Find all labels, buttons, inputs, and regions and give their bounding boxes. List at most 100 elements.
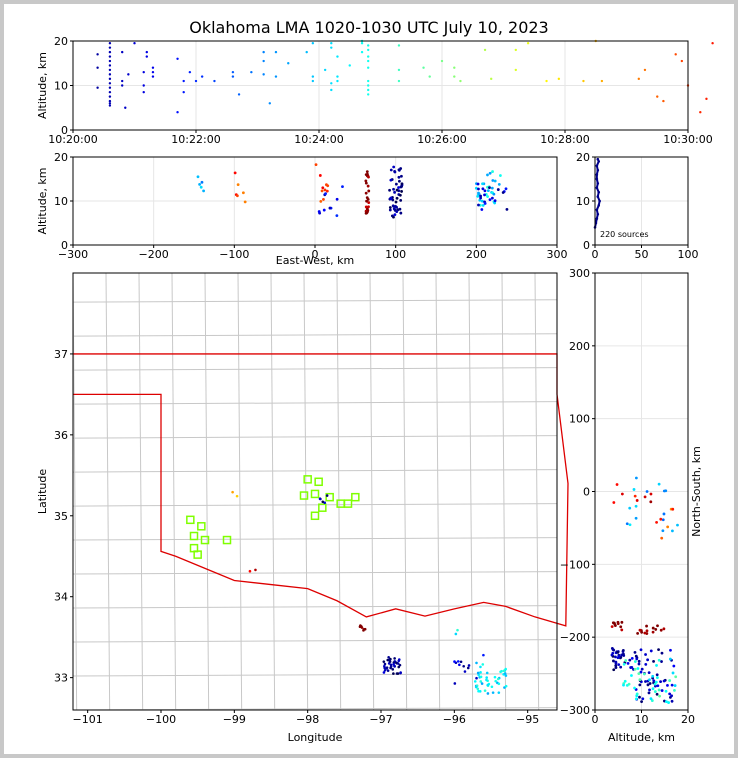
alt-ns-point xyxy=(612,501,616,504)
histogram-point xyxy=(596,168,600,172)
map-source-point xyxy=(453,660,456,663)
time-height-point xyxy=(142,90,145,94)
time-height-point xyxy=(367,88,370,92)
time-height-xtick-label: 10:30:00 xyxy=(663,133,712,146)
lma-station-marker xyxy=(325,492,334,502)
map-source-point xyxy=(474,685,478,689)
map-xtick-label: −98 xyxy=(296,713,319,726)
ew-alt-point xyxy=(486,189,490,193)
time-height-point xyxy=(108,50,112,54)
map-county-layer xyxy=(72,272,558,711)
ew-alt-xtick-label: −300 xyxy=(58,248,88,261)
alt-ns-point xyxy=(628,506,632,510)
alt-ns-point xyxy=(662,627,666,631)
county-line xyxy=(138,272,144,711)
time-height-point xyxy=(367,66,370,69)
county-line xyxy=(72,435,558,439)
ew-alt-point xyxy=(476,194,480,198)
ew-alt-point xyxy=(493,199,497,203)
ew-alt-point xyxy=(235,194,239,198)
map-source-point xyxy=(481,663,485,666)
alt-ns-point xyxy=(633,667,637,671)
time-height-point xyxy=(367,84,370,87)
county-line xyxy=(72,503,558,507)
ew-alt-point xyxy=(367,201,371,204)
map-source-point xyxy=(454,632,458,636)
ew-alt-point xyxy=(483,202,487,205)
alt-ns-point xyxy=(632,488,636,491)
ew-alt-point xyxy=(394,182,398,186)
map-source-point xyxy=(479,671,482,674)
time-height-point xyxy=(96,53,99,56)
alt-ns-point xyxy=(617,663,621,667)
ew-alt-point xyxy=(493,201,497,205)
map-source-point xyxy=(500,669,503,673)
alt-ns-point xyxy=(659,628,663,632)
alt-ns-point xyxy=(660,651,664,655)
ew-alt-point xyxy=(241,191,245,195)
map-source-point xyxy=(393,665,396,668)
histogram-point xyxy=(595,217,599,220)
ew-alt-point xyxy=(397,186,400,189)
alt-ns-point xyxy=(646,683,650,687)
ew-alt-point xyxy=(366,172,369,176)
map-source-point xyxy=(399,671,402,675)
ew-alt-point xyxy=(486,173,489,177)
alt-ns-point xyxy=(673,688,676,692)
ew-alt-point xyxy=(477,187,480,191)
ew-alt-point xyxy=(394,200,398,204)
time-height-point xyxy=(108,68,112,72)
alt-ns-point xyxy=(630,665,634,669)
alt-ns-point xyxy=(645,624,648,628)
alt-ns-point xyxy=(633,494,637,498)
map-source-point xyxy=(248,569,252,573)
alt-ns-point xyxy=(665,700,668,704)
time-height-point xyxy=(453,66,456,69)
ew-alt-point xyxy=(365,170,369,174)
time-height-point xyxy=(330,88,333,92)
alt-ns-point xyxy=(641,697,645,701)
map-source-point xyxy=(235,494,239,498)
map-source-point xyxy=(459,660,463,664)
ew-alt-point xyxy=(490,186,494,190)
ew-alt-xtick-label: 0 xyxy=(312,248,319,261)
ew-alt-point xyxy=(389,168,393,172)
map-source-point xyxy=(485,676,488,679)
alt-ns-point xyxy=(642,672,646,676)
alt-ns-point xyxy=(644,680,647,683)
alt-ns-point xyxy=(634,504,638,508)
alt-ns-point xyxy=(628,658,632,662)
map-source-point xyxy=(503,686,506,689)
map-source-point xyxy=(396,672,400,675)
alt-ns-point xyxy=(666,684,669,687)
ew-alt-point xyxy=(393,208,397,212)
alt-ns-point xyxy=(620,492,624,496)
time-height-point xyxy=(96,86,99,89)
map-source-point xyxy=(486,683,490,687)
ew-alt-point xyxy=(322,198,325,201)
ew-alt-point xyxy=(335,214,339,218)
time-height-xtick-label: 10:22:00 xyxy=(171,133,220,146)
time-height-point xyxy=(674,53,677,56)
alt-ns-point xyxy=(638,683,642,687)
time-height-point xyxy=(108,86,112,89)
map-source-point xyxy=(502,669,506,673)
alt-ns-point xyxy=(630,656,634,660)
ew-alt-point xyxy=(324,192,327,196)
map-source-point xyxy=(358,625,362,629)
ew-alt-point xyxy=(367,189,371,193)
alt-ns-point xyxy=(648,678,651,682)
ew-alt-point xyxy=(492,192,496,196)
county-line xyxy=(72,537,558,541)
ew-alt-point xyxy=(490,196,494,200)
map-source-point xyxy=(392,672,395,675)
ew-alt-point xyxy=(480,208,484,211)
alt-ns-point xyxy=(614,660,618,664)
alt-ns-point xyxy=(653,690,657,693)
time-height-point xyxy=(311,75,315,78)
alt-ns-point xyxy=(644,653,647,656)
ew-alt-point xyxy=(392,165,396,169)
time-height-point xyxy=(274,75,278,78)
ew-alt-point xyxy=(366,184,370,188)
ew-alt-point xyxy=(491,179,495,182)
